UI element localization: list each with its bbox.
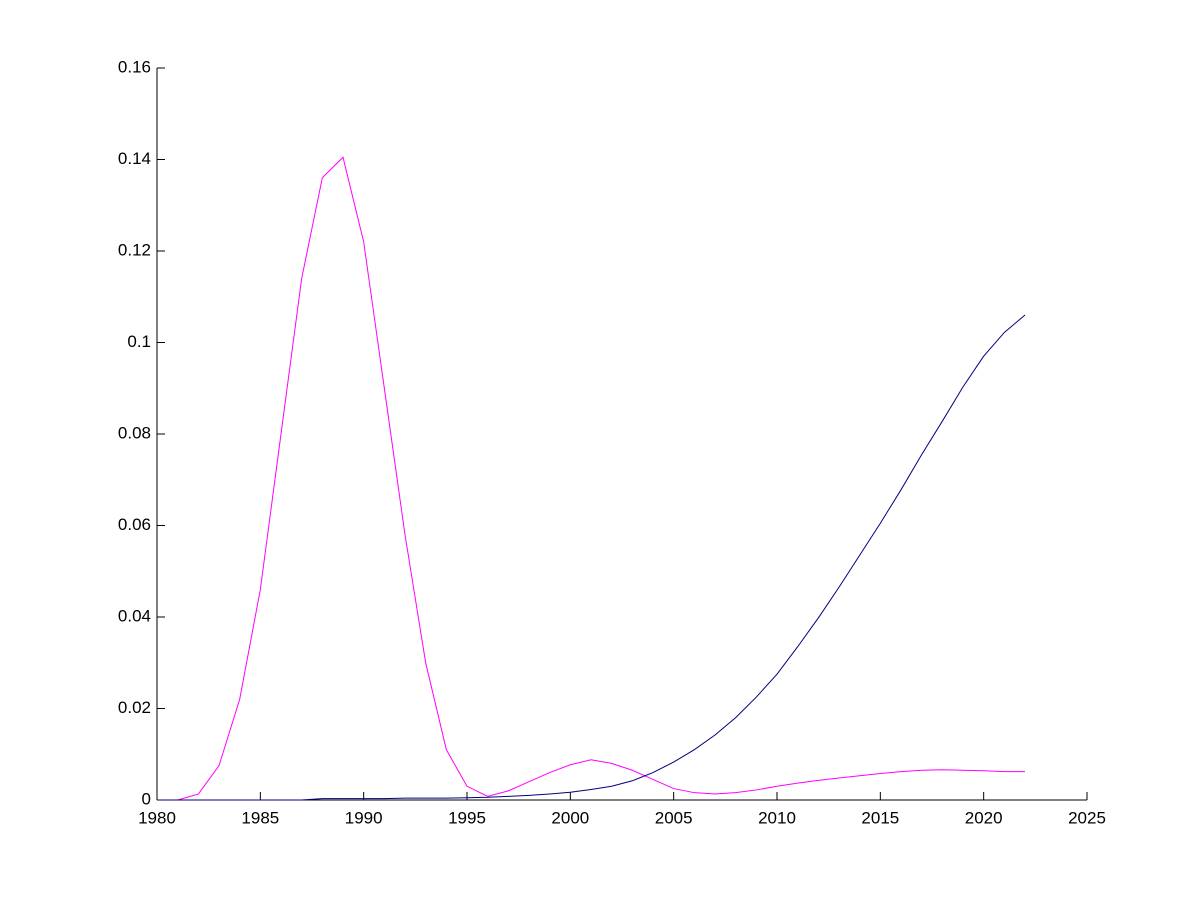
y-tick-label: 0.1 xyxy=(127,332,151,351)
x-tick-label: 1985 xyxy=(241,808,279,827)
x-tick-label: 2015 xyxy=(861,808,899,827)
y-tick-label: 0.04 xyxy=(118,606,151,625)
y-tick-label: 0.06 xyxy=(118,515,151,534)
x-tick-label: 2025 xyxy=(1068,808,1106,827)
x-tick-label: 2005 xyxy=(655,808,693,827)
series-line xyxy=(157,314,1026,801)
y-tick-label: 0 xyxy=(142,789,151,808)
y-tick-label: 0.02 xyxy=(118,698,151,717)
x-tick-label: 2000 xyxy=(551,808,589,827)
y-tick-label: 0.12 xyxy=(118,240,151,259)
x-tick-label: 2020 xyxy=(965,808,1003,827)
y-tick-label: 0.16 xyxy=(118,57,151,76)
y-tick-label: 0.08 xyxy=(118,423,151,442)
series-line xyxy=(157,156,1025,801)
x-tick-label: 1990 xyxy=(345,808,383,827)
x-tick-label: 1980 xyxy=(138,808,176,827)
x-tick-label: 2010 xyxy=(758,808,796,827)
y-tick-label: 0.14 xyxy=(118,149,151,168)
x-tick-label: 1995 xyxy=(448,808,486,827)
